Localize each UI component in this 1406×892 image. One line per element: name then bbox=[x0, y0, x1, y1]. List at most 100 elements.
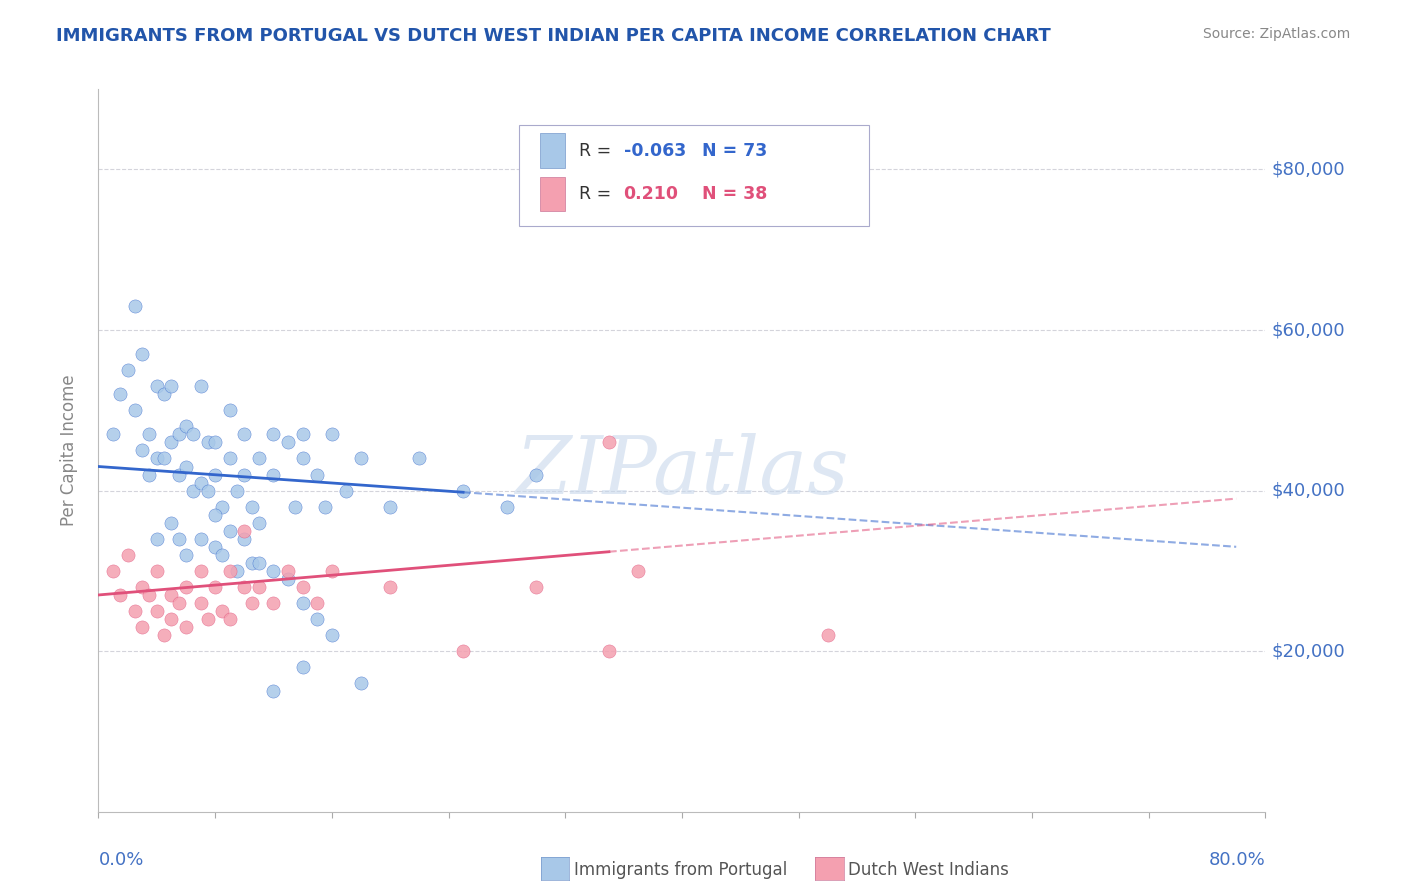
Point bbox=[131, 443, 153, 458]
Point bbox=[233, 524, 256, 538]
FancyBboxPatch shape bbox=[519, 126, 869, 227]
Point bbox=[262, 684, 284, 698]
Point bbox=[160, 516, 183, 530]
Point bbox=[218, 451, 240, 466]
Point bbox=[277, 572, 299, 586]
Point bbox=[262, 596, 284, 610]
Point bbox=[197, 435, 219, 450]
Point bbox=[204, 435, 226, 450]
Point bbox=[190, 475, 212, 490]
Point bbox=[211, 604, 233, 618]
Point bbox=[211, 500, 233, 514]
Point bbox=[233, 580, 256, 594]
Text: 80.0%: 80.0% bbox=[1209, 852, 1265, 870]
Text: 0.210: 0.210 bbox=[624, 185, 679, 203]
Text: -0.063: -0.063 bbox=[624, 142, 686, 160]
Point bbox=[307, 612, 329, 626]
Point bbox=[314, 500, 336, 514]
Point bbox=[167, 427, 190, 442]
Point bbox=[817, 628, 839, 642]
Point bbox=[408, 451, 430, 466]
Point bbox=[197, 483, 219, 498]
Point bbox=[291, 451, 314, 466]
Y-axis label: Per Capita Income: Per Capita Income bbox=[59, 375, 77, 526]
Point bbox=[174, 620, 197, 634]
Point bbox=[181, 427, 204, 442]
Point bbox=[138, 467, 160, 482]
Point bbox=[167, 467, 190, 482]
Point bbox=[211, 548, 233, 562]
Text: N = 38: N = 38 bbox=[702, 185, 768, 203]
Point bbox=[110, 588, 132, 602]
Point bbox=[240, 556, 263, 570]
Point bbox=[117, 363, 139, 377]
Point bbox=[451, 644, 474, 658]
Point bbox=[146, 379, 169, 393]
Point bbox=[124, 604, 146, 618]
Point bbox=[233, 532, 256, 546]
Point bbox=[277, 564, 299, 578]
Text: 0.0%: 0.0% bbox=[98, 852, 143, 870]
Point bbox=[350, 451, 373, 466]
Point bbox=[262, 467, 284, 482]
Point bbox=[204, 467, 226, 482]
Text: IMMIGRANTS FROM PORTUGAL VS DUTCH WEST INDIAN PER CAPITA INCOME CORRELATION CHAR: IMMIGRANTS FROM PORTUGAL VS DUTCH WEST I… bbox=[56, 27, 1052, 45]
Text: R =: R = bbox=[579, 142, 617, 160]
Point bbox=[167, 596, 190, 610]
Point bbox=[101, 427, 124, 442]
FancyBboxPatch shape bbox=[540, 177, 565, 211]
Point bbox=[321, 427, 343, 442]
Point bbox=[146, 451, 169, 466]
Point bbox=[524, 580, 547, 594]
Point bbox=[153, 628, 176, 642]
FancyBboxPatch shape bbox=[540, 133, 565, 168]
Point bbox=[247, 451, 270, 466]
Point bbox=[131, 620, 153, 634]
Point bbox=[233, 427, 256, 442]
Point bbox=[291, 660, 314, 674]
Point bbox=[321, 564, 343, 578]
Point bbox=[146, 564, 169, 578]
Point bbox=[291, 427, 314, 442]
Point bbox=[262, 427, 284, 442]
Point bbox=[174, 419, 197, 434]
Point bbox=[190, 379, 212, 393]
Point bbox=[190, 564, 212, 578]
Text: N = 73: N = 73 bbox=[702, 142, 768, 160]
Point bbox=[124, 299, 146, 313]
Point bbox=[138, 427, 160, 442]
Text: $40,000: $40,000 bbox=[1271, 482, 1346, 500]
Point bbox=[138, 588, 160, 602]
Point bbox=[262, 564, 284, 578]
Point bbox=[284, 500, 307, 514]
Point bbox=[380, 500, 402, 514]
Point bbox=[174, 580, 197, 594]
Text: Source: ZipAtlas.com: Source: ZipAtlas.com bbox=[1202, 27, 1350, 41]
Point bbox=[131, 347, 153, 361]
Text: R =: R = bbox=[579, 185, 617, 203]
Point bbox=[291, 580, 314, 594]
Point bbox=[226, 483, 249, 498]
Point bbox=[167, 532, 190, 546]
Point bbox=[110, 387, 132, 401]
Point bbox=[160, 588, 183, 602]
Point bbox=[247, 580, 270, 594]
Text: Immigrants from Portugal: Immigrants from Portugal bbox=[574, 861, 787, 879]
Point bbox=[190, 596, 212, 610]
Point bbox=[307, 596, 329, 610]
Point bbox=[226, 564, 249, 578]
Point bbox=[204, 540, 226, 554]
Point bbox=[350, 676, 373, 690]
Point bbox=[181, 483, 204, 498]
Point bbox=[204, 508, 226, 522]
Point bbox=[153, 387, 176, 401]
Point bbox=[277, 435, 299, 450]
Point bbox=[101, 564, 124, 578]
Point bbox=[160, 435, 183, 450]
Point bbox=[240, 500, 263, 514]
Point bbox=[197, 612, 219, 626]
Text: ZIPatlas: ZIPatlas bbox=[515, 434, 849, 511]
Point bbox=[146, 532, 169, 546]
Point bbox=[174, 459, 197, 474]
Point bbox=[218, 612, 240, 626]
